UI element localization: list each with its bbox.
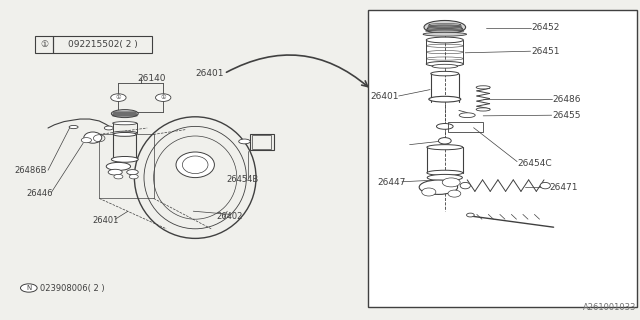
Bar <box>53 36 152 53</box>
Bar <box>252 135 271 149</box>
Ellipse shape <box>113 132 136 136</box>
Ellipse shape <box>111 156 138 162</box>
Ellipse shape <box>436 124 453 129</box>
Ellipse shape <box>427 145 463 150</box>
Ellipse shape <box>426 61 463 67</box>
Text: 26486B: 26486B <box>14 166 47 175</box>
Ellipse shape <box>111 109 138 118</box>
Ellipse shape <box>176 152 214 178</box>
Circle shape <box>114 174 123 179</box>
Ellipse shape <box>432 64 458 68</box>
Bar <box>368 10 637 307</box>
Text: 26401: 26401 <box>93 216 119 225</box>
Bar <box>448 122 483 132</box>
Circle shape <box>111 94 126 101</box>
Ellipse shape <box>84 132 102 143</box>
Text: 26454B: 26454B <box>226 175 258 184</box>
Text: ①: ① <box>116 95 121 100</box>
Text: A261001033: A261001033 <box>584 303 637 312</box>
Text: 26455: 26455 <box>552 111 581 120</box>
Ellipse shape <box>424 20 466 34</box>
Ellipse shape <box>69 125 78 129</box>
Ellipse shape <box>422 188 436 196</box>
Text: N: N <box>26 285 31 291</box>
Ellipse shape <box>423 32 467 36</box>
Text: 26140: 26140 <box>138 74 166 83</box>
Ellipse shape <box>442 178 460 187</box>
Ellipse shape <box>108 169 122 175</box>
Text: 26452: 26452 <box>531 23 559 32</box>
Text: ①: ① <box>40 40 48 49</box>
Ellipse shape <box>426 37 463 43</box>
Ellipse shape <box>427 170 463 175</box>
Ellipse shape <box>476 108 490 111</box>
Text: 26447: 26447 <box>378 178 406 187</box>
Circle shape <box>438 138 451 144</box>
Ellipse shape <box>127 170 138 175</box>
Text: ①: ① <box>161 95 166 100</box>
Text: 26401: 26401 <box>195 69 224 78</box>
Ellipse shape <box>429 96 461 102</box>
Ellipse shape <box>419 180 458 195</box>
Bar <box>35 36 53 53</box>
Text: 26471: 26471 <box>550 183 579 192</box>
Ellipse shape <box>106 163 131 170</box>
Ellipse shape <box>239 139 250 144</box>
Ellipse shape <box>113 122 137 125</box>
Circle shape <box>81 138 92 143</box>
Ellipse shape <box>460 182 470 189</box>
Circle shape <box>20 284 37 292</box>
Text: 26401: 26401 <box>370 92 399 100</box>
Ellipse shape <box>448 190 461 197</box>
Ellipse shape <box>104 126 113 130</box>
Ellipse shape <box>460 113 476 118</box>
Ellipse shape <box>467 213 474 217</box>
Text: 26486: 26486 <box>552 95 581 104</box>
Ellipse shape <box>540 182 550 189</box>
Ellipse shape <box>113 131 137 134</box>
Ellipse shape <box>431 71 459 76</box>
Circle shape <box>156 94 171 101</box>
Ellipse shape <box>476 86 490 89</box>
Text: 26446: 26446 <box>27 189 53 198</box>
Text: 26451: 26451 <box>531 47 560 56</box>
Text: 023908006( 2 ): 023908006( 2 ) <box>40 284 104 292</box>
Circle shape <box>129 174 138 179</box>
Ellipse shape <box>428 174 462 181</box>
Text: 26454C: 26454C <box>518 159 552 168</box>
Text: 26402: 26402 <box>216 212 243 221</box>
Bar <box>250 134 274 150</box>
Text: 092215502( 2 ): 092215502( 2 ) <box>68 40 137 49</box>
Bar <box>99 134 154 198</box>
